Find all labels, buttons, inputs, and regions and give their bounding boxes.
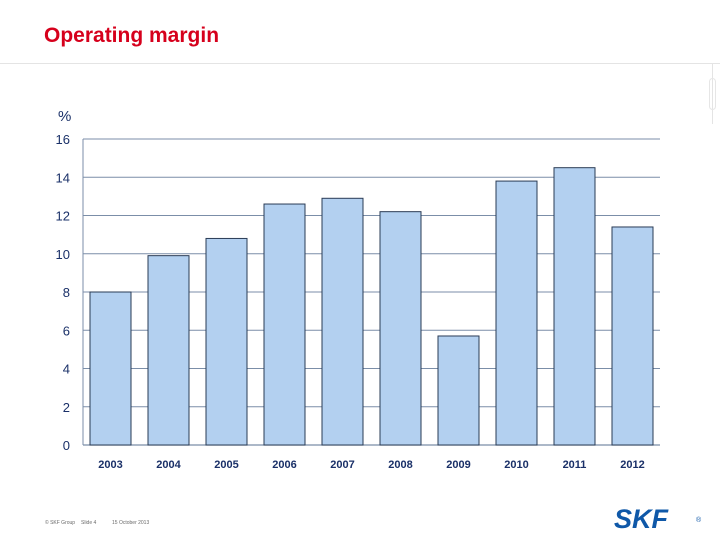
- bar-2004: [147, 255, 190, 446]
- y-axis-label: %: [58, 108, 71, 125]
- y-tick-label: 14: [56, 170, 70, 185]
- x-tick-label: 2003: [98, 459, 122, 471]
- corner-mark: [709, 78, 716, 110]
- x-tick-label: 2010: [504, 459, 528, 471]
- bars: [89, 167, 654, 446]
- y-tick-label: 6: [63, 323, 70, 338]
- x-tick-label: 2011: [563, 459, 587, 471]
- x-tick-label: 2005: [214, 459, 238, 471]
- x-tick-label: 2006: [272, 459, 296, 471]
- logo-registered-mark: ®: [696, 517, 702, 524]
- bar-2011: [553, 167, 596, 446]
- x-tick-label: 2007: [330, 459, 354, 471]
- y-tick-label: 0: [63, 438, 70, 453]
- slide-title: Operating margin: [44, 24, 220, 47]
- edge-divider: [712, 64, 713, 124]
- x-tick-label: 2012: [620, 459, 644, 471]
- bar-2003: [89, 291, 132, 446]
- bar-2007: [321, 197, 364, 446]
- bar-2010: [495, 180, 538, 446]
- x-tick-label: 2004: [156, 459, 181, 471]
- bar-2012: [611, 226, 654, 446]
- header-divider: [0, 63, 720, 64]
- skf-logo: SKF: [614, 504, 668, 534]
- y-tick-label: 16: [56, 132, 70, 147]
- y-tick-label: 2: [63, 400, 70, 415]
- bar-2006: [263, 203, 306, 446]
- bar-2009: [437, 335, 480, 446]
- footer-slide-number: Slide 4: [81, 520, 97, 526]
- y-tick-label: 12: [56, 209, 70, 224]
- y-tick-label: 4: [63, 362, 70, 377]
- bar-2008: [379, 211, 422, 446]
- footer-company: © SKF Group: [45, 520, 76, 526]
- x-tick-label: 2009: [446, 459, 470, 471]
- footer-date: 15 October 2013: [112, 520, 150, 526]
- x-tick-labels: 2003 2004 2005 2006 2007 2008 2009 2010 2011 2012: [98, 459, 644, 471]
- x-tick-label: 2008: [388, 459, 412, 471]
- y-tick-labels: 0 2 4 6 8 10 12 14 16: [56, 132, 70, 453]
- bar-2005: [205, 237, 248, 446]
- y-tick-label: 8: [63, 285, 70, 300]
- y-tick-label: 10: [56, 247, 70, 262]
